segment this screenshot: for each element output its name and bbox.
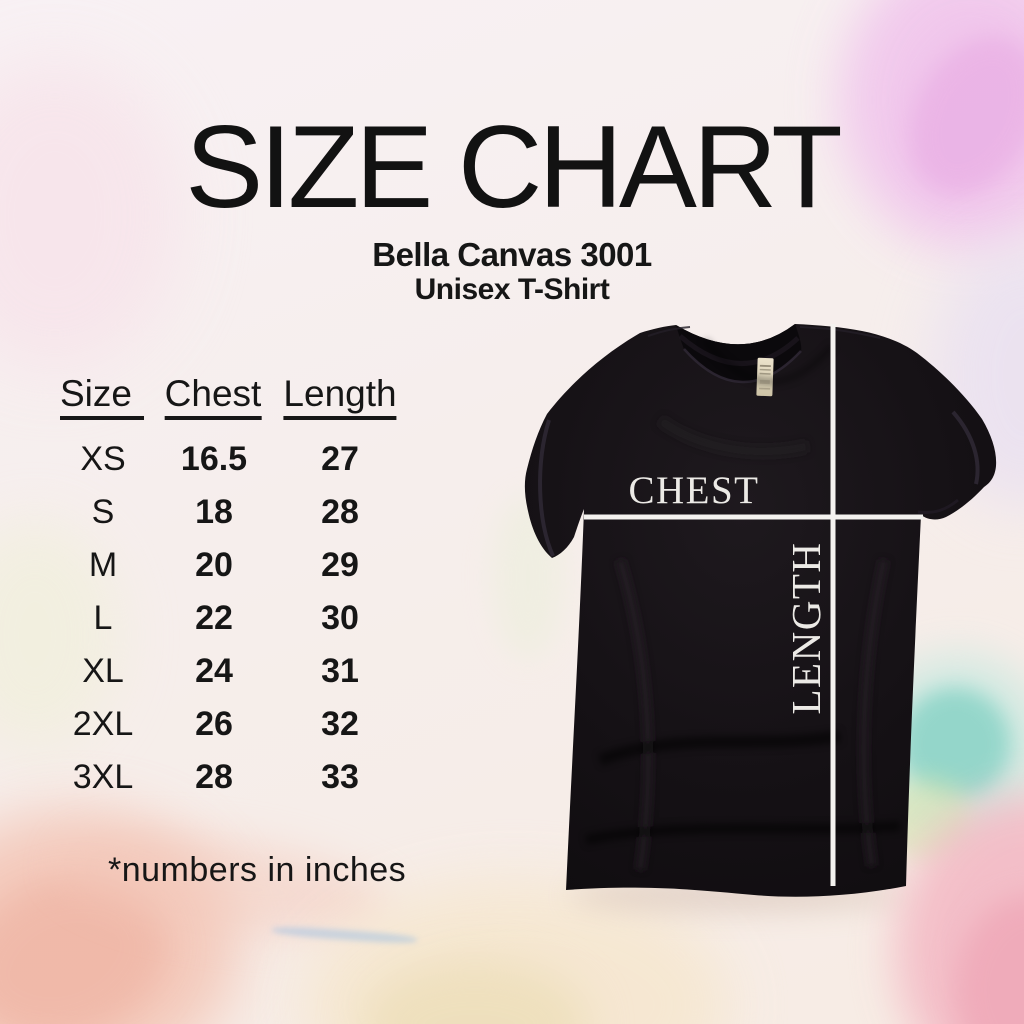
page-title: SIZE CHART: [185, 101, 842, 232]
length-value: 32: [321, 705, 359, 743]
length-value: 33: [321, 758, 359, 796]
chest-label: CHEST: [628, 469, 759, 512]
chest-value: 28: [195, 758, 233, 796]
collar-front-seam: [683, 348, 802, 384]
table-row: 3XL 28 33: [0, 758, 464, 803]
table-row: XS 16.5 27: [0, 440, 464, 485]
chest-value: 22: [195, 599, 233, 637]
length-label: LENGTH: [783, 542, 829, 715]
size-value: S: [91, 493, 115, 531]
size-value: XS: [80, 440, 126, 478]
length-value: 30: [321, 599, 359, 637]
length-value: 31: [321, 652, 359, 690]
chest-value: 24: [195, 652, 233, 690]
table-row: S 18 28: [0, 493, 464, 538]
length-measure-line: [830, 324, 836, 886]
size-value: L: [93, 599, 113, 637]
table-row: XL 24 31: [0, 652, 464, 697]
size-value: 2XL: [72, 705, 134, 743]
product-type: Unisex T-Shirt: [414, 273, 610, 306]
chest-measure-line: [584, 514, 923, 520]
collar-rib-line: [678, 334, 800, 366]
chest-value: 20: [195, 546, 233, 584]
chest-value: 26: [195, 705, 233, 743]
column-header-chest: Chest: [164, 374, 262, 420]
size-value: M: [88, 546, 118, 584]
product-name: Bella Canvas 3001: [372, 236, 652, 273]
sleeve-cuffs: [538, 326, 980, 557]
fabric-wrinkles: [584, 338, 901, 871]
size-value: XL: [82, 652, 124, 690]
units-footnote: *numbers in inches: [108, 851, 407, 889]
length-value: 27: [321, 440, 359, 478]
column-header-size: Size: [60, 374, 144, 420]
chest-value: 16.5: [180, 440, 248, 478]
length-value: 28: [321, 493, 359, 531]
chest-value: 18: [195, 493, 233, 531]
tshirt-body: [524, 324, 997, 897]
length-value: 29: [321, 546, 359, 584]
size-value: 3XL: [72, 758, 134, 796]
table-row: M 20 29: [0, 546, 464, 591]
column-header-length: Length: [283, 374, 397, 420]
table-row: L 22 30: [0, 599, 464, 644]
neck-label-tag: [756, 357, 774, 397]
table-row: 2XL 26 32: [0, 705, 464, 750]
